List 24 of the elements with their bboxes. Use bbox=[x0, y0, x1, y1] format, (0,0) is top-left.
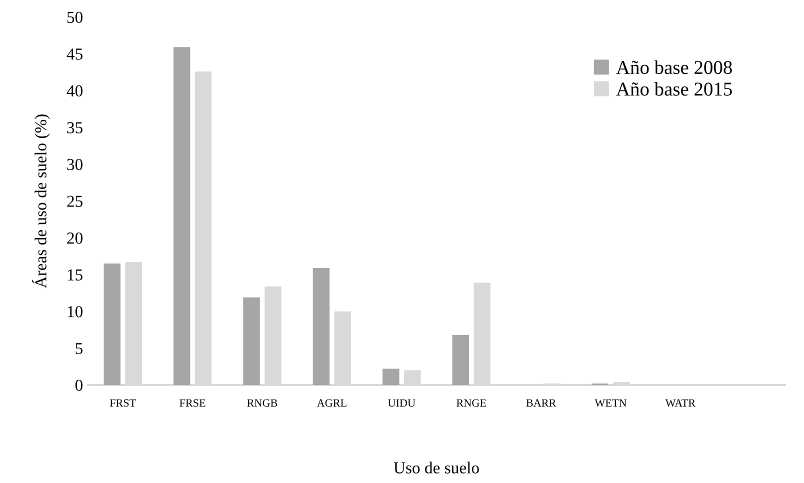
x-tick-label: WATR bbox=[665, 399, 696, 407]
y-tick-label: 35 bbox=[67, 122, 82, 134]
y-tick-label: 0 bbox=[75, 380, 83, 391]
x-tick-label: RNGB bbox=[247, 399, 278, 407]
y-tick-label: 30 bbox=[67, 158, 83, 170]
y-tick-label: 20 bbox=[67, 232, 83, 244]
y-tick-label: 5 bbox=[76, 343, 82, 354]
y-axis-title: Áreas de uso de suelo (%) bbox=[32, 114, 50, 288]
x-tick-label: UIDU bbox=[388, 399, 416, 407]
x-tick-label: BARR bbox=[526, 399, 556, 407]
y-tick-label: 50 bbox=[67, 12, 83, 23]
y-tick-label: 40 bbox=[66, 85, 83, 97]
y-tick-label: 25 bbox=[67, 196, 82, 207]
legend-label: Año base 2015 bbox=[616, 82, 732, 96]
y-tick-label: 10 bbox=[68, 306, 83, 318]
y-tick-label: 45 bbox=[66, 48, 82, 60]
x-tick-label: RNGE bbox=[456, 399, 486, 407]
y-tick-label: 15 bbox=[68, 269, 82, 281]
x-tick-label: FRST bbox=[110, 399, 136, 407]
x-tick-label: FRSE bbox=[180, 399, 206, 407]
x-axis-title: Uso de suelo bbox=[394, 462, 479, 474]
x-tick-label: WETN bbox=[594, 399, 627, 407]
legend-label: Año base 2008 bbox=[616, 60, 732, 74]
x-tick-label: AGRL bbox=[316, 399, 346, 407]
